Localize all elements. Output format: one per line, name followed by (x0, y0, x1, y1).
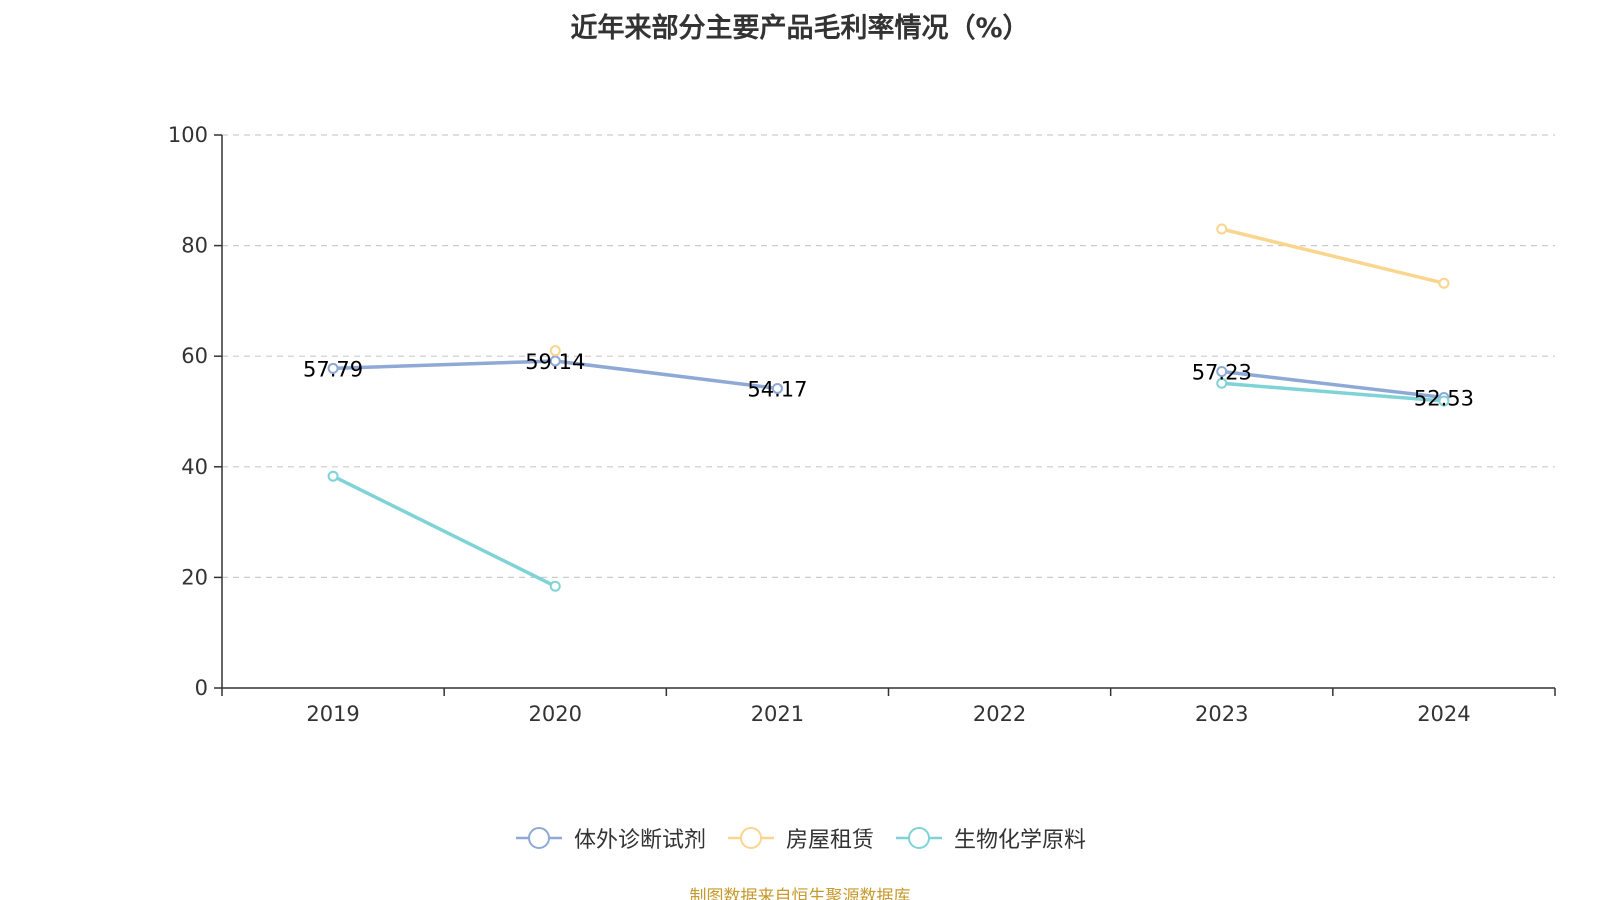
legend-marker (527, 827, 550, 849)
x-tick-label: 2019 (306, 702, 359, 726)
data-point (549, 355, 561, 367)
data-point (1216, 377, 1228, 389)
legend-symbol-icon (727, 827, 774, 849)
grid-layer (222, 134, 1555, 579)
data-label: 52.53 (1414, 387, 1474, 411)
data-point (1438, 395, 1450, 407)
legend-symbol-icon (515, 827, 562, 849)
data-label: 57.23 (1192, 361, 1252, 385)
legend-item[interactable]: 房屋租赁 (726, 822, 874, 854)
legend-label: 房屋租赁 (785, 828, 874, 853)
y-tick-label: 40 (181, 455, 208, 479)
data-label: 54.17 (747, 377, 807, 401)
x-tick-label: 2023 (1195, 702, 1248, 726)
data-point (1216, 223, 1228, 235)
data-point (327, 470, 339, 482)
legend: 体外诊断试剂 房屋租赁 生物化学原料 (0, 822, 1600, 854)
legend-item[interactable]: 生物化学原料 (894, 822, 1086, 854)
y-tick-label: 80 (181, 234, 208, 258)
legend-label: 生物化学原料 (954, 828, 1087, 853)
x-tick-label: 2022 (973, 702, 1026, 726)
label-layer: 57.79 59.14 54.17 57.23 52.53 (303, 350, 1474, 411)
series-layer (327, 223, 1450, 592)
chart-title: 近年来部分主要产品毛利率情况（%） (570, 13, 1030, 44)
x-tick-label: 2024 (1417, 702, 1470, 726)
data-point (1216, 366, 1228, 378)
legend-marker (739, 827, 762, 849)
series-line (1220, 227, 1446, 285)
x-tick-label: 2020 (529, 702, 582, 726)
legend-marker (908, 827, 930, 849)
source-note: 制图数据来自恒生聚源数据库 (689, 887, 911, 900)
data-label: 59.14 (525, 350, 585, 374)
y-tick-label: 20 (181, 565, 208, 589)
legend-item[interactable]: 体外诊断试剂 (514, 822, 706, 854)
data-point (327, 362, 339, 374)
series-line (1220, 369, 1446, 400)
y-tick-label: 100 (168, 123, 208, 147)
legend-symbol-icon (896, 827, 942, 849)
legend-label: 体外诊断试剂 (573, 828, 706, 853)
y-tick-label: 0 (195, 676, 208, 700)
data-point (771, 382, 783, 394)
x-tick-label: 2021 (751, 702, 804, 726)
data-label: 57.79 (303, 357, 363, 381)
data-point (549, 580, 561, 592)
data-point (1438, 277, 1450, 289)
y-tick-label: 60 (181, 344, 208, 368)
axis-layer: 0 20 40 60 80 100 2019 2020 2021 2022 2023 2024 (168, 123, 1556, 726)
series-line (1220, 381, 1446, 403)
data-point (549, 345, 561, 357)
series-line (331, 474, 557, 588)
